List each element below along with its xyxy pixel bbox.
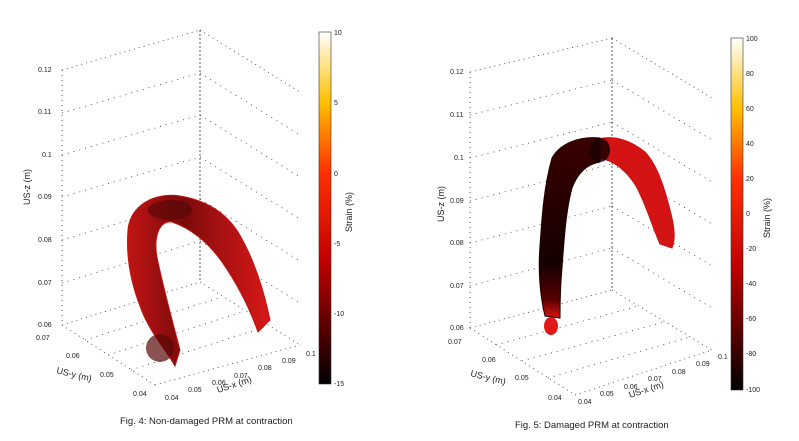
x-tick: 0.06 — [624, 384, 638, 391]
z-tick: 0.09 — [38, 194, 52, 201]
point-cloud-non-damaged — [127, 194, 271, 368]
y-ticks-left: 0.07 0.06 0.05 0.04 — [36, 335, 147, 398]
colorbar-right: 100 80 60 40 20 0 -20 -40 -60 -80 -100 S… — [730, 36, 772, 394]
axes-box-right — [469, 37, 713, 396]
y-tick: 0.04 — [548, 395, 562, 402]
y-tick: 0.07 — [36, 335, 50, 342]
colorbar-tick: -10 — [334, 311, 344, 318]
colorbar-label: Strain (%) — [344, 192, 354, 232]
colorbar-tick: 100 — [746, 36, 758, 43]
x-tick: 0.05 — [600, 391, 614, 398]
colorbar-tick: 40 — [746, 141, 754, 148]
muscle-left-limb — [538, 137, 601, 319]
colorbar-tick: -40 — [746, 281, 756, 288]
y-tick: 0.06 — [66, 353, 80, 360]
colorbar-tick: 60 — [746, 106, 754, 113]
colorbar-tick: 5 — [334, 100, 338, 107]
figure-caption: Fig. 4: Non-damaged PRM at contraction — [120, 416, 293, 427]
x-tick: 0.1 — [306, 351, 316, 358]
colorbar-tick: -20 — [746, 246, 756, 253]
colorbar-tick: 0 — [746, 211, 750, 218]
z-tick: 0.1 — [42, 152, 52, 159]
y-tick: 0.07 — [448, 339, 462, 346]
colorbar-tick: -60 — [746, 316, 756, 323]
z-axis-label: US-z (m) — [436, 186, 446, 222]
colorbar-tick: 0 — [334, 171, 338, 178]
y-tick: 0.05 — [100, 372, 114, 379]
muscle-right-limb — [595, 137, 675, 249]
x-ticks-right: 0.04 0.05 0.06 0.07 0.08 0.09 0.1 — [578, 354, 728, 406]
x-tick: 0.1 — [718, 354, 728, 361]
x-tick: 0.08 — [672, 369, 686, 376]
colorbar-ramp — [730, 37, 744, 391]
dark-patch — [148, 200, 192, 220]
z-tick: 0.12 — [450, 69, 464, 76]
z-tick: 0.08 — [450, 240, 464, 247]
colorbar-ramp — [318, 31, 332, 385]
y-axis-label: US-y (m) — [470, 368, 507, 386]
z-tick: 0.11 — [38, 109, 51, 116]
y-tick: 0.05 — [515, 375, 529, 382]
dark-patch — [590, 138, 610, 162]
x-tick: 0.04 — [578, 399, 592, 406]
x-ticks-left: 0.04 0.05 0.06 0.07 0.08 0.09 0.1 — [165, 351, 316, 402]
z-tick: 0.07 — [450, 283, 464, 290]
x-tick: 0.09 — [282, 358, 296, 365]
z-ticks-right: 0.12 0.11 0.1 0.09 0.08 0.07 0.06 — [450, 69, 464, 332]
z-tick: 0.07 — [38, 280, 52, 287]
z-tick: 0.08 — [38, 237, 52, 244]
x-tick: 0.07 — [234, 373, 248, 380]
plot-non-damaged: 0.12 0.11 0.1 0.09 0.08 0.07 0.06 US-z (… — [22, 29, 354, 427]
x-tick: 0.05 — [188, 387, 202, 394]
z-ticks-left: 0.12 0.11 0.1 0.09 0.08 0.07 0.06 — [38, 67, 52, 329]
x-tick: 0.08 — [258, 365, 272, 372]
colorbar-left: 10 5 0 -5 -10 -15 Strain (%) — [318, 30, 354, 388]
colorbar-tick: -5 — [334, 241, 340, 248]
z-tick: 0.12 — [38, 67, 52, 74]
dark-patch — [146, 334, 174, 362]
z-axis-label: US-z (m) — [22, 169, 32, 205]
colorbar-tick: -80 — [746, 351, 756, 358]
z-tick: 0.11 — [450, 112, 463, 119]
z-tick: 0.09 — [450, 198, 464, 205]
y-tick: 0.04 — [133, 391, 147, 398]
colorbar-label: Strain (%) — [762, 198, 772, 238]
z-tick: 0.06 — [450, 325, 464, 332]
x-tick: 0.07 — [648, 376, 662, 383]
colorbar-tick: 80 — [746, 71, 754, 78]
x-tick: 0.09 — [696, 361, 710, 368]
colorbar-tick: 10 — [334, 30, 342, 37]
red-tip — [544, 317, 558, 335]
y-tick: 0.06 — [482, 357, 496, 364]
x-tick: 0.04 — [165, 395, 179, 402]
colorbar-tick: 20 — [746, 176, 754, 183]
z-tick: 0.06 — [38, 322, 52, 329]
figure-caption: Fig. 5: Damaged PRM at contraction — [515, 420, 669, 431]
x-tick: 0.06 — [212, 380, 226, 387]
point-cloud-damaged — [538, 137, 675, 335]
plot-damaged: 0.12 0.11 0.1 0.09 0.08 0.07 0.06 US-z (… — [436, 36, 772, 431]
y-axis-label: US-y (m) — [56, 365, 93, 383]
z-tick: 0.1 — [454, 155, 464, 162]
y-ticks-right: 0.07 0.06 0.05 0.04 — [448, 339, 562, 402]
colorbar-tick: -15 — [334, 381, 344, 388]
x-axis-label: US-x (m) — [628, 379, 665, 400]
colorbar-tick: -100 — [746, 387, 760, 394]
